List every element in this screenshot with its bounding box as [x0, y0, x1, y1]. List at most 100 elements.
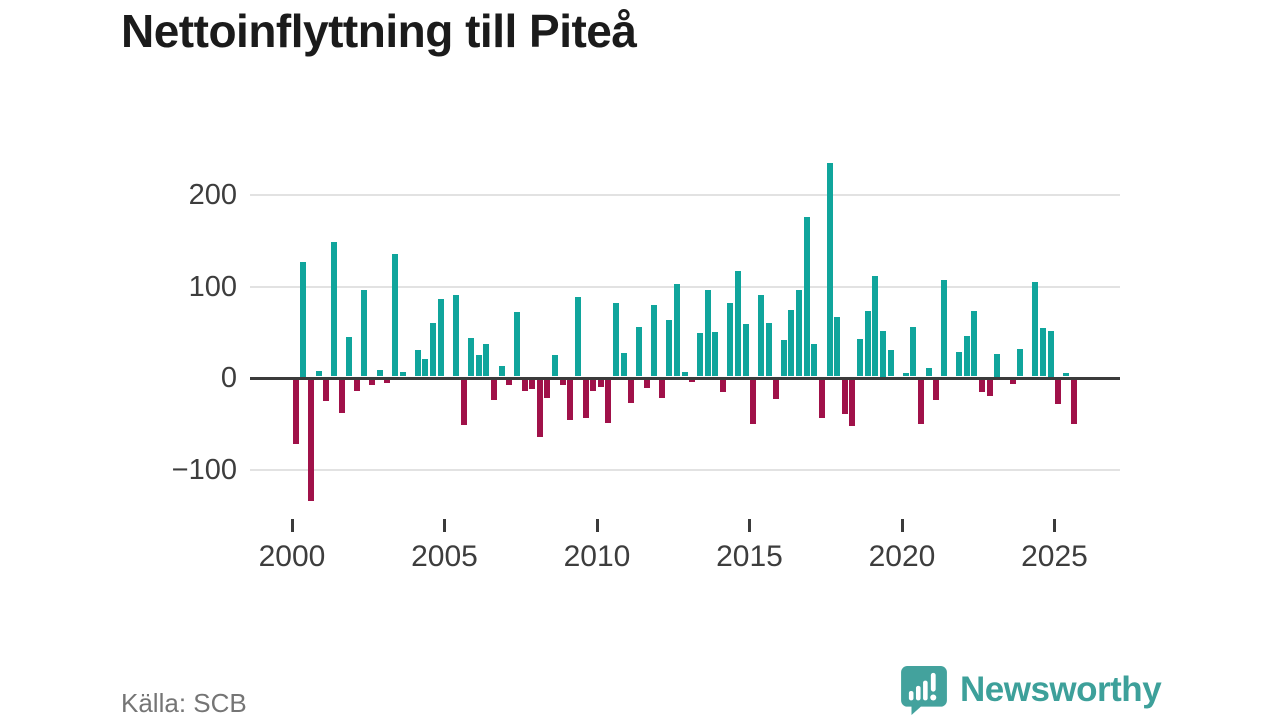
- y-axis-label: −100: [171, 453, 237, 486]
- data-bar: [811, 343, 818, 377]
- data-bar: [818, 379, 825, 418]
- y-axis-label: 100: [188, 270, 237, 303]
- x-axis-tick: [748, 519, 751, 532]
- data-bar: [361, 289, 368, 377]
- data-bar: [353, 379, 360, 392]
- gridline: [250, 468, 1120, 471]
- data-bar: [857, 338, 864, 377]
- data-bar: [864, 310, 871, 377]
- data-bar: [1055, 379, 1062, 405]
- data-bar: [963, 336, 970, 377]
- data-bar: [757, 295, 764, 377]
- data-bar: [956, 351, 963, 377]
- data-bar: [872, 275, 879, 377]
- x-axis-tick: [290, 519, 294, 532]
- data-bar: [887, 349, 894, 377]
- data-bar: [544, 379, 551, 398]
- data-bar: [1009, 379, 1016, 385]
- data-bar: [1017, 349, 1024, 377]
- data-bar: [780, 339, 787, 377]
- data-bar: [475, 355, 482, 377]
- data-bar: [666, 319, 673, 377]
- data-bar: [803, 217, 810, 377]
- newsworthy-logo-text: Newsworthy: [960, 670, 1162, 709]
- data-bar: [323, 379, 330, 401]
- data-bar: [590, 379, 597, 392]
- data-bar: [727, 303, 734, 377]
- x-axis-label: 2010: [563, 540, 631, 573]
- source-label: Källa: SCB: [121, 688, 247, 718]
- data-bar: [750, 379, 757, 425]
- chart-title: Nettoinflyttning till Piteå: [121, 5, 637, 57]
- data-bar: [452, 295, 459, 377]
- data-bar: [391, 253, 398, 377]
- data-bar: [529, 379, 536, 389]
- x-axis-label: 2005: [411, 540, 478, 573]
- data-bar: [376, 370, 383, 377]
- data-bar: [735, 271, 742, 377]
- data-bar: [460, 379, 467, 426]
- data-bar: [536, 379, 543, 438]
- data-bar: [513, 311, 520, 377]
- data-bar: [346, 337, 353, 377]
- data-bar: [826, 163, 833, 377]
- data-bar: [620, 352, 627, 377]
- data-bar: [437, 298, 444, 377]
- x-axis-tick: [443, 519, 446, 532]
- data-bar: [597, 379, 604, 387]
- data-bar: [986, 379, 993, 396]
- data-bar: [628, 379, 635, 404]
- data-bar: [506, 379, 513, 385]
- data-bar: [940, 280, 947, 377]
- data-bar: [704, 290, 711, 377]
- data-bar: [582, 379, 589, 418]
- data-bar: [910, 327, 917, 377]
- data-bar: [979, 379, 986, 393]
- data-bar: [925, 368, 932, 377]
- data-bar: [712, 331, 719, 377]
- data-bar: [788, 309, 795, 377]
- data-bar: [613, 303, 620, 377]
- data-bar: [719, 379, 726, 393]
- data-bar: [430, 323, 437, 377]
- x-axis-line: [250, 376, 1120, 380]
- data-bar: [1040, 328, 1047, 377]
- data-bar: [689, 379, 696, 383]
- gridline: [250, 194, 1120, 196]
- data-bar: [384, 379, 391, 384]
- data-bar: [330, 241, 337, 377]
- data-bar: [643, 379, 650, 388]
- y-axis-label: 0: [220, 362, 237, 394]
- data-bar: [765, 322, 772, 377]
- data-bar: [902, 372, 909, 377]
- data-bar: [292, 379, 299, 444]
- x-axis-label: 2020: [868, 540, 936, 573]
- data-bar: [574, 296, 581, 377]
- data-bar: [696, 332, 703, 377]
- newsworthy-logo-icon: [901, 666, 947, 715]
- data-bar: [834, 317, 841, 377]
- data-bar: [308, 379, 315, 502]
- data-bar: [933, 379, 940, 400]
- data-bar: [315, 371, 322, 377]
- data-bar: [300, 262, 307, 377]
- x-axis-tick: [900, 519, 904, 532]
- data-bar: [468, 338, 475, 377]
- data-bar: [849, 379, 856, 427]
- data-bar: [674, 284, 681, 377]
- data-bar: [552, 354, 559, 377]
- data-bar: [605, 379, 612, 423]
- x-axis-tick: [595, 519, 599, 532]
- data-bar: [658, 379, 665, 398]
- data-bar: [559, 379, 566, 385]
- data-bar: [369, 379, 376, 385]
- data-bar: [796, 289, 803, 377]
- x-axis-label: 2025: [1021, 540, 1088, 573]
- x-axis-label: 2015: [716, 540, 783, 573]
- x-axis-tick: [1053, 519, 1056, 532]
- data-bar: [773, 379, 780, 399]
- data-bar: [1070, 379, 1077, 425]
- data-bar: [1032, 282, 1039, 377]
